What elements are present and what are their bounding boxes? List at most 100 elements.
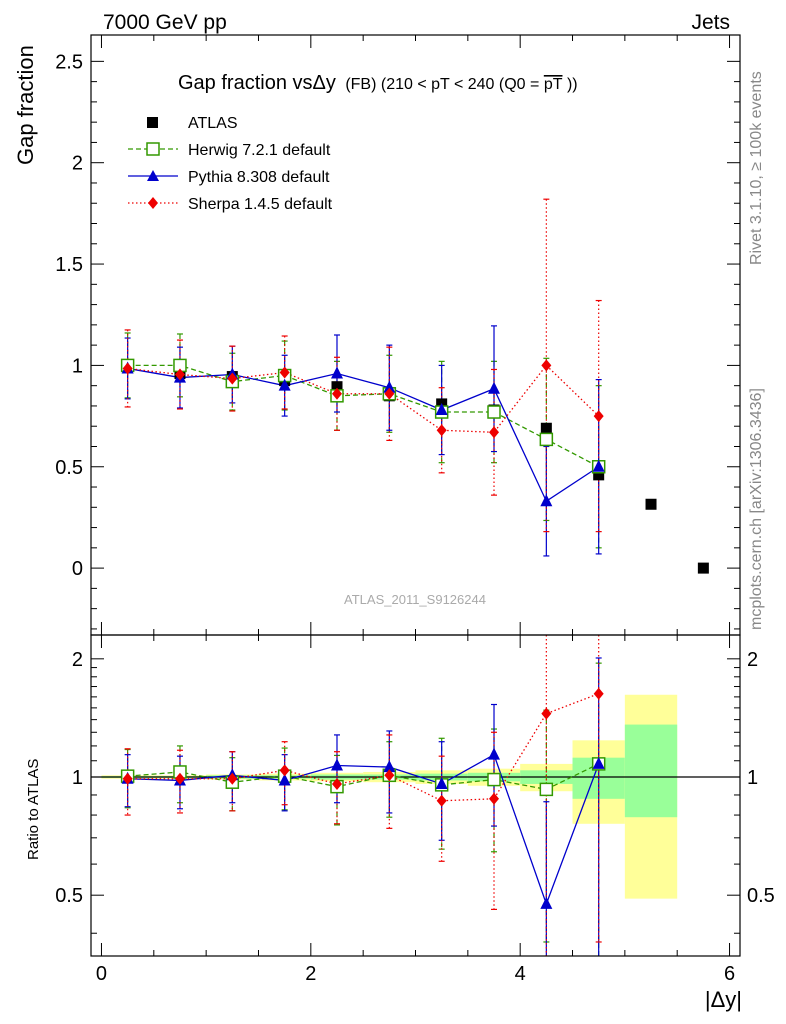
main-point-sherpa (489, 426, 500, 439)
ratio-ytick-label-right: 2 (747, 649, 758, 671)
analysis-watermark: ATLAS_2011_S9126244 (344, 592, 486, 607)
ratio-panel-series (120, 635, 606, 956)
ratio-point-sherpa (436, 794, 447, 807)
xtick-label: 0 (96, 963, 107, 985)
ratio-point-herwig (539, 782, 554, 797)
ratio-point-pythia (383, 760, 396, 773)
main-line-pythia (127, 367, 600, 503)
main-point-herwig (539, 432, 554, 447)
main-line-sherpa (127, 364, 600, 433)
ratio-ytick-label-right: 0.5 (747, 885, 775, 907)
main-ytick-label: 0.5 (55, 457, 83, 479)
xtick-label: 2 (305, 963, 316, 985)
main-point-sherpa (436, 424, 447, 437)
atlas-data-point (645, 498, 657, 510)
ratio-line-pythia (127, 753, 600, 906)
xtick-label: 6 (724, 963, 735, 985)
main-point-sherpa (593, 410, 604, 423)
main-ytick-label: 2 (72, 153, 83, 175)
ratio-ytick-label-right: 1 (747, 767, 758, 789)
main-point-pythia (435, 403, 448, 415)
legend-entry-herwig: Herwig 7.2.1 default (128, 142, 331, 159)
ratio-point-pythia (435, 776, 448, 789)
xtick-label: 4 (515, 963, 526, 985)
main-point-sherpa (174, 368, 185, 381)
atlas-data-point (331, 381, 343, 393)
legend-marker-sherpa (148, 197, 158, 209)
ratio-point-sherpa (174, 772, 185, 785)
main-ytick-label: 1.5 (55, 254, 83, 276)
main-point-sherpa (331, 387, 342, 400)
atlas-data-point (593, 469, 605, 481)
main-ytick-label: 2.5 (55, 51, 83, 73)
main-series-atlas (122, 359, 709, 574)
ratio-point-herwig (487, 772, 501, 787)
ratio-point-sherpa (593, 687, 604, 700)
ratio-series-pythia (124, 657, 602, 956)
legend-entry-sherpa: Sherpa 1.4.5 default (128, 196, 333, 213)
mcplots-credit-label: mcplots.cern.ch [arXiv:1306.3436] (748, 388, 765, 630)
ratio-markers-sherpa (122, 687, 604, 807)
legend-marker-atlas (147, 117, 158, 128)
ratio-point-pythia (592, 756, 605, 769)
legend-entry-atlas: ATLAS (147, 115, 238, 132)
ratio-ylabel: Ratio to ATLAS (25, 759, 42, 860)
main-point-pythia (383, 380, 396, 393)
ratio-point-pythia (488, 747, 501, 760)
ratio-point-sherpa (384, 769, 395, 782)
ratio-ytick-label: 0.5 (55, 885, 83, 907)
ratio-point-sherpa (331, 777, 342, 790)
atlas-data-point (697, 562, 709, 574)
main-ytick-label: 1 (72, 355, 83, 377)
legend-marker-herwig (146, 142, 160, 156)
process-label: Jets (691, 11, 730, 34)
ratio-series-herwig (124, 662, 602, 956)
ratio-ytick-label: 1 (72, 767, 83, 789)
ratio-point-sherpa (489, 792, 500, 805)
main-point-herwig (487, 405, 501, 419)
ratio-panel-frame (90, 634, 741, 957)
main-panel-series (120, 198, 709, 574)
rivet-version-label: Rivet 3.1.10, ≥ 100k events (748, 71, 765, 265)
ratio-point-sherpa (279, 764, 290, 777)
main-series-sherpa (124, 198, 602, 533)
main-ytick-label: 0 (72, 558, 83, 580)
ratio-series-sherpa (124, 635, 602, 956)
legend-entry-pythia: Pythia 8.308 default (128, 169, 330, 186)
main-point-pythia (278, 378, 291, 391)
main-point-sherpa (122, 362, 133, 375)
ratio-point-pythia (278, 773, 291, 786)
main-point-sherpa (279, 366, 290, 379)
ratio-point-pythia (330, 758, 343, 771)
main-point-sherpa (541, 359, 552, 372)
energy-label: 7000 GeV pp (103, 11, 227, 34)
main-point-sherpa (384, 387, 395, 400)
ratio-point-pythia (540, 896, 553, 909)
legend: ATLAS Herwig 7.2.1 default Pythia 8.308 … (128, 115, 333, 213)
main-line-herwig (127, 364, 599, 468)
ratio-band-inner (624, 724, 678, 818)
main-point-pythia (540, 494, 553, 507)
main-ylabel: Gap fraction (13, 45, 38, 165)
main-markers-sherpa (122, 359, 604, 439)
main-series-herwig (124, 332, 602, 549)
ratio-point-sherpa (541, 707, 552, 720)
main-point-pythia (330, 366, 343, 379)
main-point-pythia (488, 381, 501, 394)
xlabel: |Δy| (705, 987, 742, 1012)
main-series-pythia (124, 325, 602, 557)
main-point-sherpa (227, 372, 238, 385)
main-panel-axes: 0 0.5 1 1.5 2 2.5 (55, 35, 740, 635)
legend-label-herwig: Herwig 7.2.1 default (188, 142, 331, 159)
legend-label-pythia: Pythia 8.308 default (188, 169, 330, 186)
main-point-pythia (592, 459, 605, 472)
ratio-point-sherpa (227, 772, 238, 785)
ratio-point-sherpa (122, 772, 133, 785)
legend-label-atlas: ATLAS (188, 115, 238, 132)
legend-label-sherpa: Sherpa 1.4.5 default (188, 196, 333, 213)
atlas-data-point (540, 422, 552, 434)
main-title: Gap fraction vsΔy (FB) (210 < pT < 240 (… (178, 72, 578, 94)
legend-marker-pythia (147, 170, 159, 181)
ratio-line-sherpa (127, 693, 599, 802)
